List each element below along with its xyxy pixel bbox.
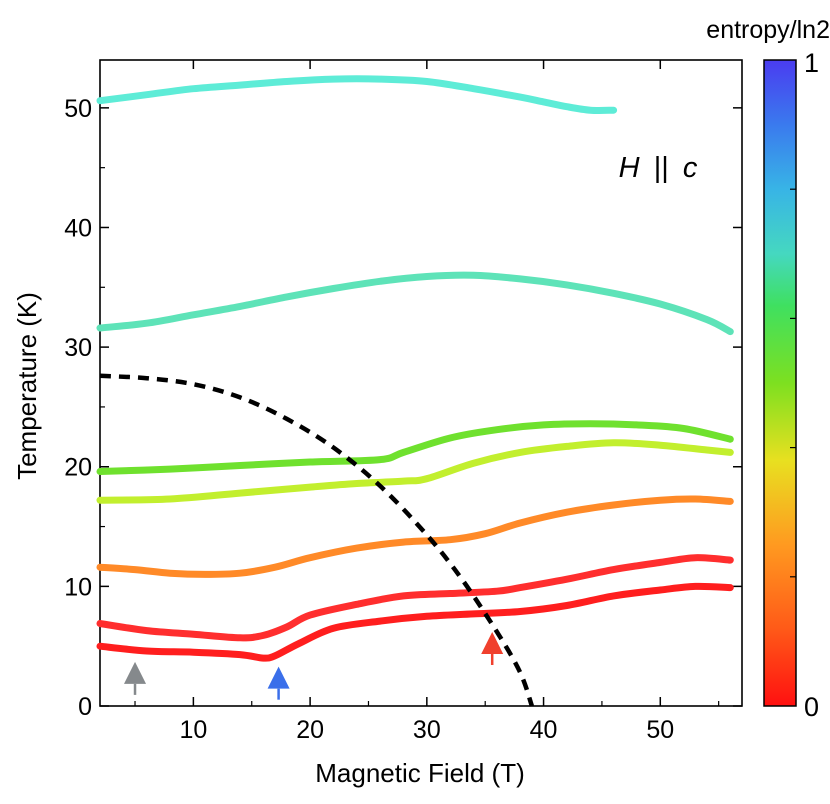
annotation-parallel: || [654, 152, 669, 184]
isentrope-6-line [96, 271, 734, 336]
colorbar: entropy/ln2 1 0 [706, 16, 830, 722]
red-arrow [481, 631, 504, 665]
phase-boundary-line [99, 373, 535, 707]
y-tick-label: 20 [64, 454, 92, 482]
annotation-c: c [683, 152, 698, 184]
series-layer [96, 75, 734, 662]
gray-arrow-head [124, 661, 147, 684]
isentrope-7-line [96, 75, 618, 114]
isentrope-2-line [96, 554, 734, 642]
x-tick-label: 10 [179, 716, 207, 744]
colorbar-max-label: 1 [804, 48, 819, 78]
y-tick-label: 0 [78, 693, 92, 721]
y-axis-label: Temperature (K) [12, 292, 42, 480]
x-tick-label: 20 [296, 716, 324, 744]
blue-arrow [267, 666, 290, 700]
colorbar-min-label: 0 [804, 692, 819, 722]
x-axis-label: Magnetic Field (T) [315, 758, 525, 788]
annotation-h: H [619, 152, 640, 184]
plot-area-border [99, 59, 743, 707]
x-tick-label: 40 [530, 716, 558, 744]
y-tick-label: 40 [64, 214, 92, 242]
red-arrow-head [481, 631, 504, 654]
isentrope-1-line [96, 582, 734, 662]
x-axis: 10 20 30 40 50 [134, 60, 720, 744]
blue-arrow-head [267, 666, 290, 689]
x-tick-label: 50 [646, 716, 674, 744]
isentrope-4-line [96, 439, 734, 504]
x-tick-label: 30 [413, 716, 441, 744]
plot-frame [99, 59, 743, 707]
phase-boundary-layer [99, 373, 535, 707]
colorbar-gradient [763, 59, 797, 707]
y-tick-label: 50 [64, 95, 92, 123]
y-axis: 0 10 20 30 40 50 [64, 95, 742, 721]
field-direction-annotation: H || c [619, 152, 698, 184]
gray-arrow [124, 661, 147, 695]
colorbar-ticks [790, 188, 796, 578]
y-tick-label: 10 [64, 573, 92, 601]
isentrope-5-line [96, 420, 734, 475]
y-tick-label: 30 [64, 334, 92, 362]
marker-layer [124, 631, 504, 700]
isentrope-3-line [96, 495, 734, 578]
colorbar-title: entropy/ln2 [706, 16, 830, 44]
